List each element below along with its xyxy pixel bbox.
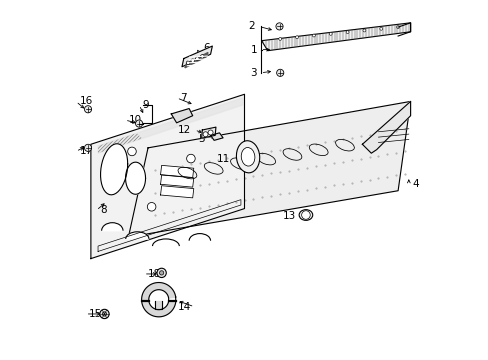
Circle shape [147, 203, 156, 211]
Polygon shape [91, 94, 244, 258]
Circle shape [328, 32, 331, 35]
Circle shape [186, 61, 189, 64]
Polygon shape [102, 223, 123, 231]
Circle shape [275, 23, 283, 30]
Text: 11: 11 [217, 154, 230, 163]
Polygon shape [201, 127, 216, 138]
Text: 13: 13 [283, 211, 296, 221]
Text: 16: 16 [80, 96, 93, 107]
Text: 12: 12 [177, 125, 190, 135]
Text: 4: 4 [411, 179, 418, 189]
Polygon shape [210, 133, 223, 140]
Text: 5: 5 [198, 134, 205, 144]
Circle shape [190, 59, 194, 63]
Polygon shape [160, 175, 193, 187]
Polygon shape [160, 165, 193, 177]
Polygon shape [362, 102, 410, 153]
Polygon shape [101, 144, 127, 195]
Polygon shape [128, 102, 410, 237]
Text: 7: 7 [180, 93, 186, 103]
Polygon shape [155, 301, 162, 309]
Ellipse shape [299, 210, 312, 220]
Text: 14: 14 [177, 302, 190, 312]
Text: 6: 6 [203, 43, 210, 53]
Circle shape [102, 312, 106, 316]
Text: 3: 3 [250, 68, 257, 78]
Circle shape [396, 26, 399, 28]
Polygon shape [152, 239, 179, 246]
Polygon shape [160, 186, 193, 198]
Polygon shape [184, 53, 207, 68]
Circle shape [135, 120, 142, 127]
Text: 10: 10 [128, 115, 141, 125]
Ellipse shape [241, 148, 254, 166]
Circle shape [84, 144, 91, 152]
Polygon shape [125, 162, 145, 194]
Circle shape [127, 147, 136, 156]
Polygon shape [261, 23, 410, 51]
Text: 9: 9 [142, 100, 149, 110]
Text: 15: 15 [89, 309, 102, 319]
Circle shape [301, 211, 309, 219]
Text: 1: 1 [250, 45, 257, 55]
Text: 17: 17 [80, 147, 93, 157]
Circle shape [100, 309, 109, 319]
Text: 18: 18 [147, 269, 160, 279]
Ellipse shape [236, 141, 259, 173]
Circle shape [278, 37, 281, 40]
Circle shape [346, 31, 348, 33]
Polygon shape [171, 109, 192, 123]
Circle shape [200, 55, 203, 58]
Circle shape [203, 132, 207, 137]
Polygon shape [142, 283, 175, 317]
Circle shape [295, 36, 298, 39]
Circle shape [312, 34, 315, 37]
Text: 8: 8 [100, 205, 106, 215]
Circle shape [207, 130, 213, 135]
Circle shape [84, 106, 91, 113]
Circle shape [379, 27, 382, 30]
Circle shape [186, 154, 195, 163]
Circle shape [195, 57, 199, 60]
Polygon shape [125, 232, 149, 239]
Circle shape [276, 69, 283, 76]
Text: 2: 2 [248, 21, 255, 31]
Circle shape [157, 268, 166, 278]
Polygon shape [98, 98, 242, 153]
Circle shape [159, 271, 163, 275]
Circle shape [362, 29, 365, 32]
Polygon shape [189, 234, 210, 241]
Polygon shape [182, 46, 212, 67]
